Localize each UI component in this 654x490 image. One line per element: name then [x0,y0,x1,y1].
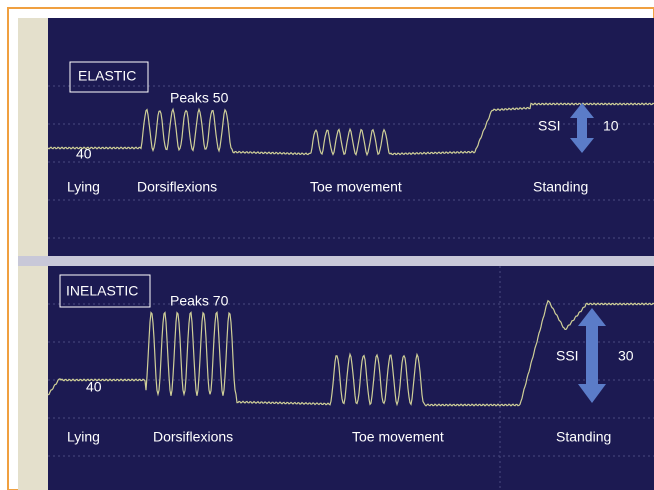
frame [7,7,654,490]
phase-label: Lying [67,429,100,445]
phase-label: Standing [556,429,611,445]
label-box [69,61,149,93]
ssi-arrow [578,308,606,403]
side-strip [18,18,48,490]
label-box [59,274,151,308]
ssi-label: SSI [538,118,561,134]
divider [18,256,654,266]
ssi-arrow [570,103,594,153]
phase-label: Lying [67,179,100,195]
phase-label: Toe movement [352,429,444,445]
panel-label: INELASTIC [66,283,138,299]
trace [47,102,654,157]
baseline-label: 40 [86,379,102,395]
top-panel [48,18,654,256]
ssi-value: 10 [603,118,619,134]
panel-label: ELASTIC [78,68,136,84]
phase-label: Toe movement [310,179,402,195]
peaks-label: Peaks 50 [170,90,229,106]
baseline-label: 40 [76,146,92,162]
phase-label: Standing [533,179,588,195]
bottom-panel [48,266,654,490]
ssi-label: SSI [556,348,579,364]
phase-label: Dorsiflexions [153,429,233,445]
ssi-value: 30 [618,348,634,364]
peaks-label: Peaks 70 [170,293,229,309]
grid [48,85,654,457]
phase-label: Dorsiflexions [137,179,217,195]
trace [47,299,654,407]
